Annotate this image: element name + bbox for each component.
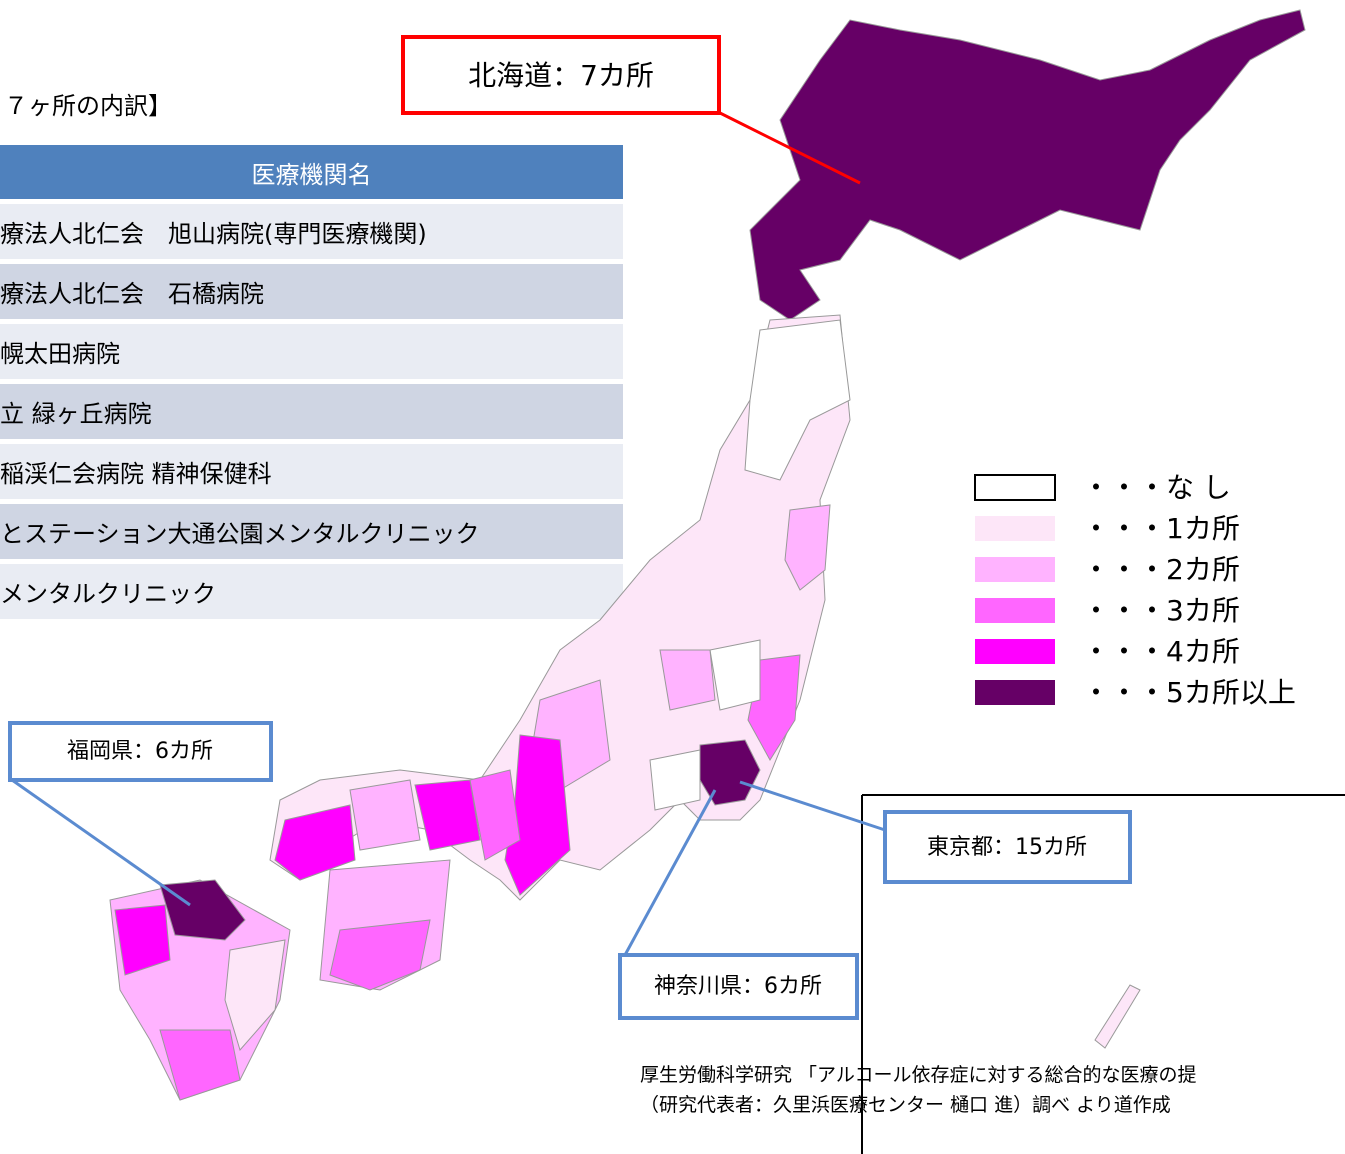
table-title: ７ヶ所の内訳】 bbox=[4, 92, 172, 120]
hokkaido bbox=[749, 9, 1306, 321]
callout-label: 神奈川県：6カ所 bbox=[654, 974, 822, 999]
table-body: 療法人北仁会 旭山病院(専門医療機関) 療法人北仁会 石橋病院 幌太田病院立 緑ヶ丘… bbox=[0, 204, 623, 619]
legend-swatch bbox=[975, 639, 1055, 664]
callout-box bbox=[883, 810, 1132, 884]
map-shapes bbox=[109, 9, 1306, 1101]
callout-line bbox=[719, 111, 861, 185]
ibaraki bbox=[747, 654, 801, 761]
table-header: 医療機関名 bbox=[0, 145, 623, 199]
legend-label: ・・・4カ所 bbox=[1082, 635, 1240, 668]
callout-label: 東京都：15カ所 bbox=[927, 835, 1087, 860]
table-row: メンタルクリニック bbox=[0, 564, 623, 619]
legend-swatch bbox=[975, 516, 1055, 541]
yamanashi bbox=[649, 749, 701, 811]
callout-box bbox=[8, 721, 273, 782]
legend-label: ・・・2カ所 bbox=[1082, 553, 1240, 586]
osaka-kyoto bbox=[469, 769, 521, 861]
table-row: 稲渓仁会病院 精神保健科 bbox=[0, 444, 623, 499]
miyazaki bbox=[224, 939, 286, 1052]
source-note: （研究代表者：久里浜医療センター 樋口 進）調べ より道作成 bbox=[640, 1094, 1171, 1116]
table: 医療機関名 療法人北仁会 旭山病院(専門医療機関) 療法人北仁会 石橋病院 幌太田病… bbox=[0, 145, 623, 619]
source-note: 厚生労働科学研究 「アルコール依存症に対する総合的な医療の提 bbox=[640, 1064, 1197, 1086]
legend: ・・・な し・・・1カ所・・・2カ所・・・3カ所・・・4カ所・・・5カ所以上 bbox=[974, 471, 1296, 709]
aomori-akita bbox=[744, 319, 851, 481]
okinawa bbox=[1094, 984, 1141, 1049]
table-row: 立 緑ヶ丘病院 bbox=[0, 384, 623, 439]
legend-label: ・・・1カ所 bbox=[1082, 512, 1240, 545]
okayama-tottori bbox=[349, 779, 421, 851]
legend-swatch bbox=[974, 474, 1056, 501]
table-row: 幌太田病院 bbox=[0, 324, 623, 379]
table-row: 療法人北仁会 石橋病院 bbox=[0, 264, 623, 319]
legend-swatch bbox=[975, 557, 1055, 582]
kochi bbox=[329, 919, 431, 991]
legend-label: ・・・3カ所 bbox=[1082, 594, 1240, 627]
callout-box bbox=[401, 35, 721, 115]
callout-line bbox=[11, 778, 191, 907]
legend-label: ・・・な し bbox=[1082, 471, 1231, 504]
legend-swatch bbox=[975, 680, 1055, 705]
tochigi bbox=[709, 639, 761, 711]
callout-line bbox=[739, 780, 886, 832]
callout-label: 福岡県：6カ所 bbox=[67, 739, 213, 764]
legend-label: ・・・5カ所以上 bbox=[1082, 676, 1296, 709]
tokyo bbox=[699, 739, 761, 806]
yamaguchi-hiroshima bbox=[274, 804, 356, 881]
gunma bbox=[659, 649, 716, 711]
callout-box bbox=[618, 953, 859, 1020]
table-row: 療法人北仁会 旭山病院(専門医療機関) bbox=[0, 204, 623, 259]
callout-label: 北海道：7カ所 bbox=[468, 59, 654, 92]
legend-swatch bbox=[975, 598, 1055, 623]
table-row: とステーション大通公園メンタルクリニック bbox=[0, 504, 623, 559]
saga-nagasaki bbox=[114, 904, 171, 976]
mie bbox=[504, 734, 571, 896]
callout-line bbox=[623, 789, 717, 956]
hyogo bbox=[414, 779, 481, 851]
fukuoka bbox=[159, 879, 246, 941]
iwate bbox=[784, 504, 831, 591]
kagoshima bbox=[159, 1029, 241, 1101]
